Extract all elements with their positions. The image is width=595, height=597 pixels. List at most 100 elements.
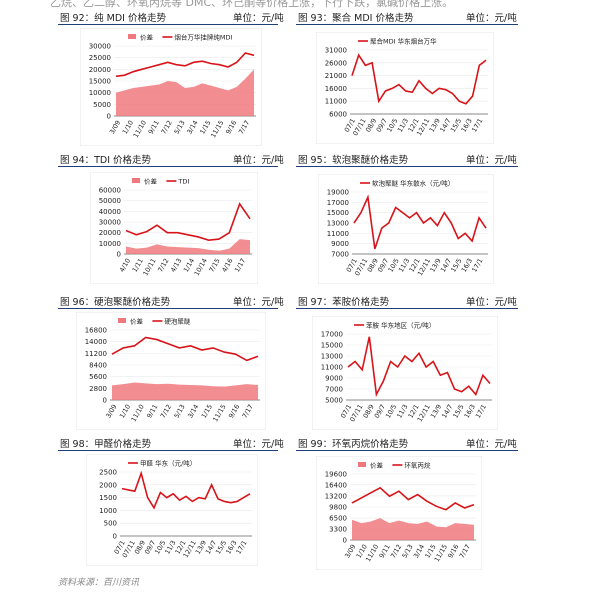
y-tick-label: 16800 [85,327,107,335]
y-tick-label: 26000 [325,59,347,67]
legend-label: 价差 [370,461,384,470]
caption-99: 图 99：环氧丙烷价格走势 [298,439,409,450]
y-tick-label: 0 [117,251,121,259]
y-tick-label: 14000 [85,338,107,346]
caption-98: 图 98：甲醛价格走势 [60,439,152,450]
chart-frame [86,454,258,566]
y-tick-label: 1000 [99,507,117,515]
y-tick-label: 13000 [321,353,343,361]
y-tick-label: 10000 [99,240,121,248]
y-tick-label: 60000 [99,187,121,195]
y-tick-label: 11200 [85,350,107,358]
y-tick-label: 11000 [321,364,343,372]
series-line-苯胺 华东地区（元/吨） [347,336,491,398]
rule-95 [296,166,518,167]
legend-label: 硬泡聚醚 [164,317,191,326]
chart-frame [76,312,266,430]
unit-97: 单位：元/吨 [466,297,517,308]
legend-label: 价差 [140,33,154,42]
rule-93 [296,24,518,25]
rule-97 [296,308,518,309]
y-tick-label: 16400 [325,481,347,489]
legend-label: 环氧丙烷 [404,461,431,470]
y-tick-label: 2000 [99,481,117,489]
y-tick-label: 9800 [329,504,347,512]
y-tick-label: 17000 [321,331,343,339]
series-area-价差 [352,518,474,540]
y-tick-label: 0 [113,533,117,541]
rule-98 [58,450,278,451]
legend-label: 甲醛 华东（元/吨） [140,459,196,468]
y-tick-label: 16000 [325,85,347,93]
y-tick-label: 19000 [327,189,349,197]
y-tick-label: 6000 [329,111,347,119]
chart-frame [90,172,258,284]
unit-98: 单位：元/吨 [233,439,284,450]
y-tick-label: 31000 [325,47,347,55]
legend-label: TDI [177,178,189,186]
rule-94 [58,166,278,167]
y-tick-label: 15000 [89,78,111,86]
y-tick-label: 11000 [325,98,347,106]
chart-frame [312,316,498,430]
legend-swatch [128,34,136,39]
legend-label: 价差 [130,317,144,326]
y-tick-label: 19600 [325,471,347,479]
top-note: 乙烷、乙二醇、环氧丙烷等 DMC、环己酮等价格上涨，下行下跌，氯碱价格上涨。 [50,0,454,9]
caption-96: 图 96：硬泡聚醚价格走势 [60,297,171,308]
caption-92: 图 92：纯 MDI 价格走势 [60,13,166,24]
chart-frame [316,32,494,144]
legend-swatch [118,318,126,323]
y-tick-label: 17000 [327,199,349,207]
series-line-烟台万华挂牌纯MDI [115,52,255,78]
unit-94: 单位：元/吨 [233,155,284,166]
series-area-价差 [116,69,254,116]
chart-frame [316,456,482,570]
chart-flexible-polyether: 70009000110001300015000170001900007/107/… [318,174,494,284]
y-tick-label: 20000 [89,66,111,74]
y-tick-label: 5000 [325,397,343,405]
unit-95: 单位：元/吨 [466,155,517,166]
series-line-软泡聚醚 华东散水（元/吨） [353,194,487,250]
caption-95: 图 95：软泡聚醚价格走势 [298,155,409,166]
y-tick-label: 1500 [99,494,117,502]
rule-99 [296,450,518,451]
y-tick-label: 9000 [325,375,343,383]
series-area-价差 [126,239,250,254]
unit-99: 单位：元/吨 [466,439,517,450]
legend-swatch [132,178,140,183]
legend-label: 烟台万华挂牌纯MDI [174,33,232,42]
y-tick-label: 2500 [99,469,117,477]
rule-96 [58,308,278,309]
y-tick-label: 40000 [99,208,121,216]
unit-93: 单位：元/吨 [466,13,517,24]
y-tick-label: 0 [103,397,107,405]
chart-polymeric-mdi: 6000110001600021000260003100007/107/1108… [316,32,494,144]
y-tick-label: 30000 [89,43,111,51]
y-tick-label: 500 [104,520,117,528]
series-area-价差 [112,382,258,400]
legend-label: 软泡聚醚 华东散水（元/吨） [372,179,454,188]
y-tick-label: 9000 [331,240,349,248]
y-tick-label: 8400 [89,362,107,370]
series-line-硬泡聚醚 [111,336,259,362]
legend-label: 价差 [144,177,158,186]
unit-96: 单位：元/吨 [233,297,284,308]
y-tick-label: 0 [107,113,111,121]
source-note: 资料来源：百川资讯 [58,578,140,588]
caption-94: 图 94：TDI 价格走势 [60,155,152,166]
y-tick-label: 7000 [325,386,343,394]
y-tick-label: 25000 [89,54,111,62]
y-tick-label: 50000 [99,197,121,205]
y-tick-label: 6500 [329,515,347,523]
chart-pure-mdi: 0500010000150002000025000300003/091/1011… [80,28,262,146]
legend-label: 聚合MDI 华东烟台万华 [370,37,437,46]
y-tick-label: 2800 [89,385,107,393]
y-tick-label: 13000 [327,220,349,228]
y-tick-label: 13200 [325,492,347,500]
chart-propylene-oxide: 03300650098001320016400196003/091/1011/1… [316,456,482,570]
caption-93: 图 93：聚合 MDI 价格走势 [298,13,414,24]
rule-92 [58,24,278,25]
y-tick-label: 11000 [327,230,349,238]
y-tick-label: 21000 [325,72,347,80]
